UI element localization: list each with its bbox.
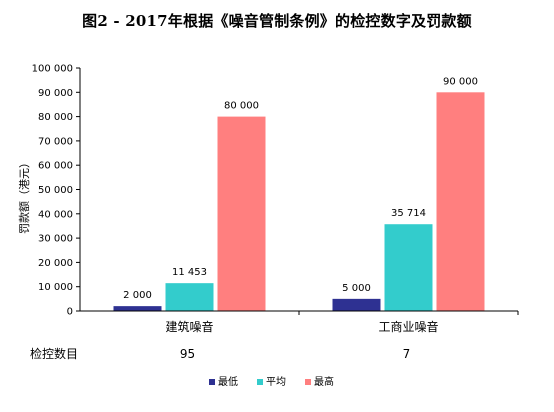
legend-swatch [209,379,215,385]
bar-value-label: 90 000 [443,76,478,87]
count-value: 7 [403,347,411,361]
y-tick-label: 50 000 [38,185,73,196]
bar-value-label: 80 000 [224,101,259,112]
count-row: 检控数目 95 7 [30,346,410,361]
legend-swatch [257,379,263,385]
bar-最高-建筑噪音 [217,116,266,311]
legend-swatch [305,379,311,385]
count-value: 95 [180,347,195,361]
y-tick-label: 90 000 [38,88,73,99]
bar-平均-建筑噪音 [165,283,214,311]
bar-最低-建筑噪音 [113,306,162,311]
count-row-label: 检控数目 [30,346,78,361]
y-axis: 0 10 000 20 000 30 000 40 000 50 000 60 000 70 … [17,64,81,318]
bar-最低-工商业噪音 [332,298,381,311]
y-tick-label: 10 000 [38,282,73,293]
bar-value-label: 5 000 [342,283,371,294]
bars: 2 000 11 453 80 000 5 000 35 714 90 000 [113,76,485,311]
chart-title: 图2 - 2017年根据《噪音管制条例》的检控数字及罚款额 [82,12,472,30]
bar-value-label: 35 714 [391,208,426,219]
y-tick-label: 0 [67,307,73,318]
legend: 最低 平均 最高 [209,375,334,388]
bar-value-label: 2 000 [123,290,152,301]
y-tick-label: 20 000 [38,258,73,269]
legend-label: 平均 [266,376,286,388]
legend-label: 最低 [218,375,238,388]
bar-最高-工商业噪音 [436,92,485,311]
bar-平均-工商业噪音 [384,224,433,311]
y-tick-label: 60 000 [38,161,73,172]
x-tick-label: 工商业噪音 [378,319,438,334]
y-tick-label: 70 000 [38,136,73,147]
bar-value-label: 11 453 [172,267,207,278]
y-tick-label: 40 000 [38,209,73,220]
x-tick-label: 建筑噪音 [165,319,213,334]
y-axis-label: 罚款额（港元） [17,157,31,234]
y-tick-label: 80 000 [38,112,73,123]
y-tick-label: 30 000 [38,234,73,245]
legend-label: 最高 [314,375,334,388]
y-tick-label: 100 000 [32,64,73,75]
x-axis: 建筑噪音 工商业噪音 [80,310,519,334]
